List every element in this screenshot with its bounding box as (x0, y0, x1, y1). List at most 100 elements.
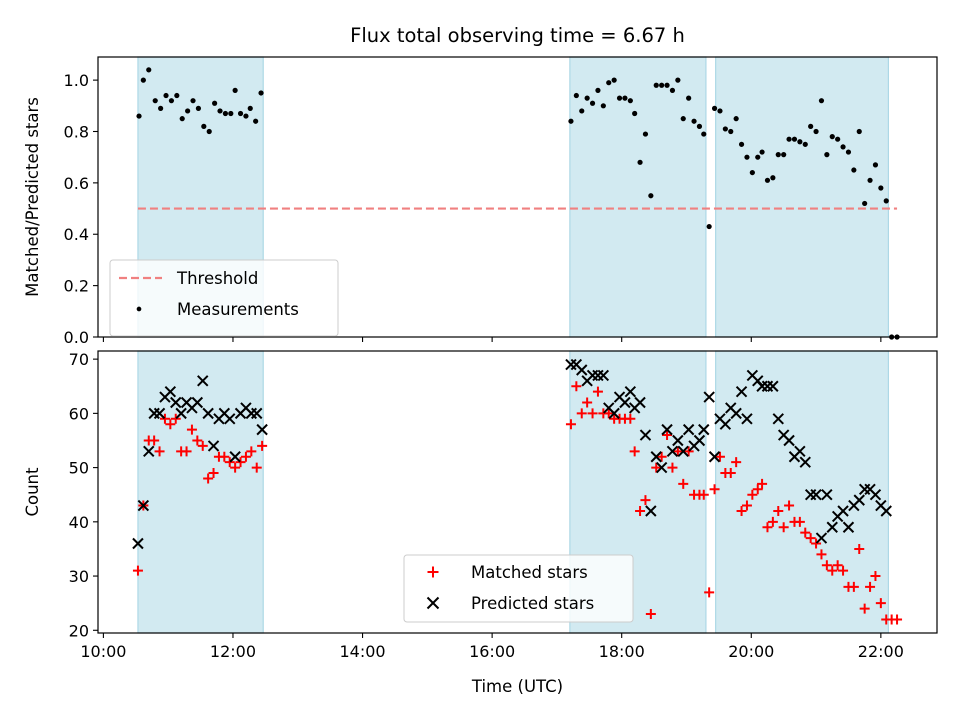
matched-star-point (731, 457, 742, 468)
count-panel-frame (97, 350, 938, 634)
matched-star-point (181, 446, 192, 457)
matched-star-point (741, 500, 752, 511)
measurement-point (764, 177, 771, 183)
measurement-point (568, 118, 574, 124)
predicted-star-point (821, 489, 833, 501)
matched-star-point (821, 560, 832, 571)
ratio-y-tick-label: 0.2 (64, 277, 89, 296)
predicted-star-point (730, 407, 742, 420)
predicted-star-point (256, 423, 268, 436)
measurement-point (717, 108, 723, 114)
measurement-point (829, 134, 835, 140)
matched-star-point (784, 500, 795, 511)
count-y-tick-label: 70 (69, 350, 89, 369)
matched-star-point (752, 484, 763, 495)
matched-star-point (651, 462, 662, 473)
predicted-star-point (624, 385, 637, 398)
measurement-point (696, 123, 703, 129)
measurement-point (840, 144, 846, 150)
matched-star-point (832, 560, 843, 571)
x-tick-label: 12:00 (210, 642, 256, 661)
measurement-point (136, 113, 142, 119)
measurement-point (824, 152, 830, 158)
predicted-star-point (608, 407, 620, 420)
legend-x-swatch (426, 596, 440, 610)
measurement-point (797, 139, 803, 145)
matched-star-point (576, 408, 587, 419)
matched-star-point (698, 489, 709, 500)
matched-star-point (246, 446, 257, 457)
predicted-star-point (634, 396, 646, 409)
matched-star-point (767, 516, 778, 527)
measurement-point (212, 100, 218, 106)
matched-star-point (725, 468, 736, 479)
predicted-star-point (826, 521, 838, 533)
measurement-point (611, 77, 617, 83)
legend-plus-swatch (427, 566, 439, 578)
measurement-point (632, 110, 638, 117)
predicted-star-point (735, 385, 748, 398)
measurement-point (755, 154, 761, 160)
matched-star-point (778, 522, 789, 533)
predicted-star-point (197, 375, 209, 387)
matched-star-point (235, 457, 246, 468)
matched-star-point (714, 451, 725, 462)
ratio-panel-legend: Threshold Measurements (109, 259, 339, 337)
measurement-point (237, 110, 244, 117)
measurement-point (146, 67, 152, 73)
matched-star-point (736, 505, 747, 516)
x-tick-label: 14:00 (339, 642, 385, 661)
legend-entry-label: Threshold (176, 269, 258, 288)
measurement-point (648, 193, 654, 199)
predicted-star-point (880, 505, 892, 517)
ratio-y-tick-label: 0.0 (64, 328, 89, 347)
count-panel-legend: Matched stars Predicted stars (403, 554, 634, 623)
ratio-observing-band (569, 56, 707, 338)
ratio-legend-box (109, 259, 339, 337)
measurement-point (659, 82, 665, 88)
x-tick-label: 20:00 (728, 642, 774, 661)
measurement-point (253, 118, 259, 124)
predicted-star-point (619, 396, 631, 409)
measurement-point (185, 108, 191, 114)
measurement-point (791, 136, 798, 142)
matched-star-point (704, 587, 715, 598)
predicted-star-point (693, 434, 706, 447)
ratio-observing-band (715, 56, 890, 338)
predicted-star-point (224, 413, 236, 425)
measurement-point (600, 103, 606, 109)
predicted-star-point (869, 489, 882, 501)
matched-star-point (219, 451, 230, 462)
matched-star-point (794, 516, 805, 527)
measurement-point (595, 87, 601, 93)
predicted-star-point (655, 461, 668, 474)
x-tick-label: 10:00 (80, 642, 126, 661)
measurement-point (158, 105, 164, 111)
matched-star-point (159, 413, 170, 424)
predicted-star-point (703, 391, 715, 403)
predicted-star-point (597, 369, 610, 382)
matched-star-point (645, 609, 656, 620)
measurement-point (701, 131, 707, 137)
predicted-star-point (794, 445, 806, 458)
matched-star-point (656, 451, 667, 462)
measurement-point (775, 152, 781, 158)
measurement-point (759, 149, 765, 155)
matched-star-point (186, 424, 197, 435)
predicted-star-point (672, 434, 684, 447)
measurement-point (883, 198, 889, 204)
measurement-point (733, 116, 739, 122)
measurement-point (664, 82, 670, 88)
measurement-point (749, 169, 755, 176)
measurement-point (622, 95, 628, 101)
predicted-star-point (645, 505, 657, 517)
measurement-point (706, 223, 712, 230)
matched-star-point (625, 413, 636, 424)
measurement-point (851, 167, 857, 173)
measurement-point (627, 98, 633, 104)
matched-star-point (208, 468, 219, 479)
matched-star-point (816, 549, 827, 560)
matched-star-point (672, 446, 683, 457)
measurement-point (247, 105, 253, 111)
predicted-star-point (650, 451, 662, 463)
